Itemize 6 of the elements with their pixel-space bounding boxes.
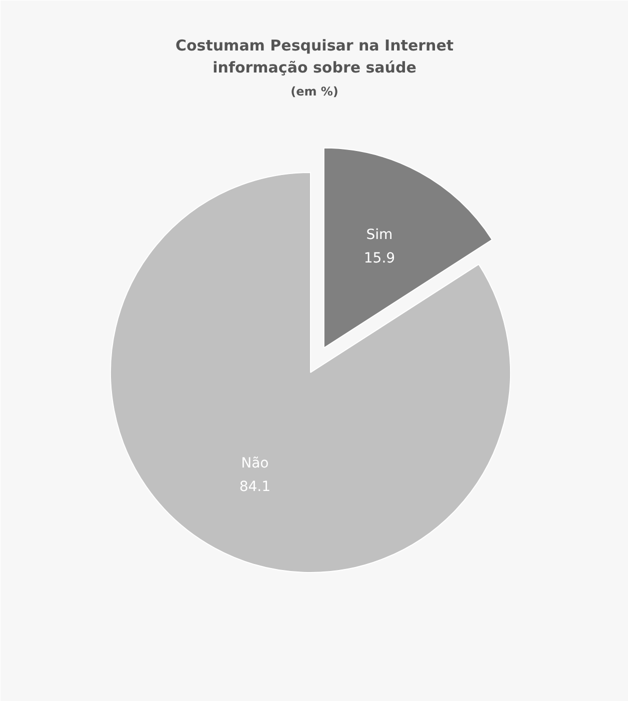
chart-title: Costumam Pesquisar na Internet informação sobre saúde <box>175 36 454 76</box>
data-label: 84.1 <box>239 478 271 495</box>
slice-label: Não <box>241 455 269 472</box>
slice-label: Sim <box>366 227 393 244</box>
chart-subtitle: (em %) <box>290 84 338 98</box>
data-label: 15.9 <box>364 250 396 267</box>
